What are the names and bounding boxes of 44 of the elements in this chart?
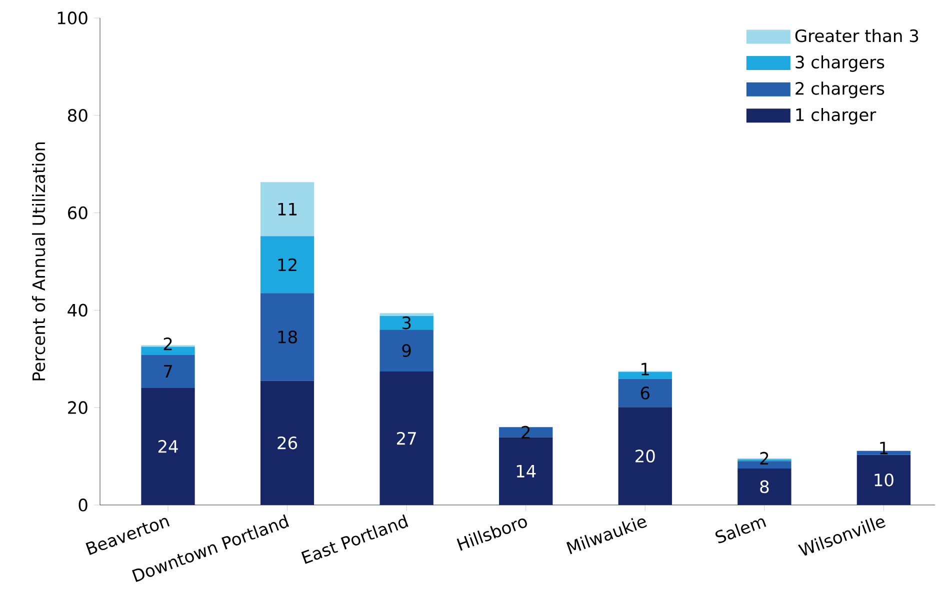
data-label: 3: [402, 316, 411, 330]
bar: [141, 354, 195, 388]
legend-label: 1 charger: [796, 108, 876, 124]
bar: [141, 388, 195, 505]
data-label: 6: [640, 386, 650, 400]
bar: [260, 293, 314, 381]
data-label: 27: [396, 432, 416, 445]
legend-label: Greater than 3: [795, 29, 918, 42]
bar: [380, 372, 434, 505]
data-label: 11: [278, 202, 297, 216]
data-label: 18: [278, 330, 297, 344]
data-label: 12: [278, 258, 296, 271]
bar: [618, 378, 672, 408]
y-tick-label: 100: [58, 12, 88, 24]
bar: [260, 236, 314, 294]
bar: [380, 330, 434, 372]
y-axis-title: Percent of Annual Utilization: [32, 142, 46, 380]
data-label: 26: [278, 436, 298, 450]
y-tick-label: 0: [78, 498, 88, 512]
legend-label: 3 chargers: [796, 55, 884, 72]
bar: [380, 316, 434, 330]
legend-label: 2 chargers: [796, 82, 884, 98]
data-label: 2: [760, 452, 768, 465]
data-label: 9: [402, 344, 411, 358]
bar: [499, 427, 553, 438]
data-label: 2: [522, 426, 530, 438]
data-label: 8: [760, 480, 769, 494]
data-label: 10: [874, 473, 894, 486]
bar: [856, 454, 911, 505]
y-tick-label: 60: [68, 206, 88, 220]
y-tick-label: 40: [68, 304, 88, 317]
bar: [499, 437, 553, 505]
x-tick-label: Salem: [715, 518, 766, 544]
y-tick-label: 80: [68, 108, 88, 122]
bar: [380, 313, 434, 316]
data-label: 24: [158, 440, 178, 453]
bar: [260, 380, 314, 505]
bar: [260, 182, 314, 236]
bar: [618, 407, 672, 505]
data-label: 7: [164, 365, 172, 378]
data-label: 14: [516, 464, 536, 478]
data-label: 20: [636, 450, 655, 462]
bar: [738, 468, 792, 505]
y-tick-label: 20: [68, 401, 88, 414]
